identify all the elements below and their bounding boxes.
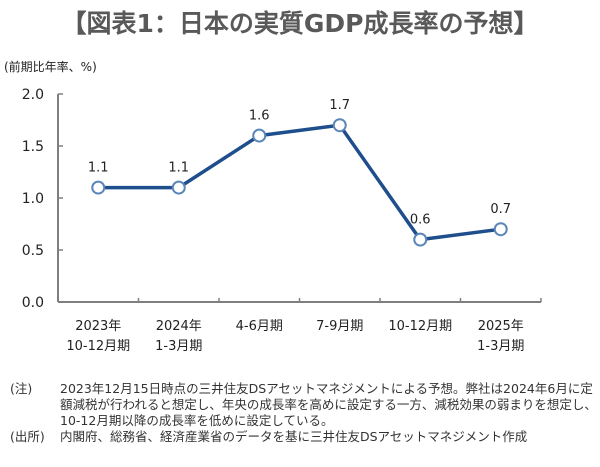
note-text: 2023年12月15日時点の三井住友DSアセットマネジメントによる予想。弊社は2…	[60, 381, 597, 428]
data-point-marker	[332, 118, 347, 133]
data-point-marker	[171, 180, 186, 195]
data-label: 1.1	[88, 161, 109, 176]
data-point-marker	[91, 180, 106, 195]
y-tick-label: 1.0	[22, 191, 44, 207]
line-chart: 0.0 0.5 1.0 1.5 2.0 2023年 10-12月期 2024年 1-3月期 4-…	[22, 87, 542, 354]
x-tick-label: 1-3月期	[155, 339, 202, 354]
data-label: 1.6	[249, 109, 270, 124]
y-tick-label: 1.5	[22, 139, 44, 155]
source-row: (出所) 内閣府、総務省、経済産業省のデータを基に三井住友DSアセットマネジメン…	[10, 429, 600, 445]
data-label: 1.7	[329, 98, 350, 113]
x-tick-label: 2023年	[75, 319, 121, 334]
data-label: 0.6	[410, 213, 431, 228]
x-tick-labels: 2023年 10-12月期 2024年 1-3月期 4-6月期 7-9月期 10-12月期 2…	[66, 319, 524, 354]
data-point-marker	[493, 222, 508, 237]
source-text: 内閣府、総務省、経済産業省のデータを基に三井住友DSアセットマネジメント作成	[60, 429, 528, 444]
x-tick-label: 10-12月期	[388, 319, 452, 334]
series-line	[98, 123, 501, 242]
data-point-marker	[413, 232, 428, 247]
y-tick-label: 0.0	[22, 295, 44, 311]
x-tick-label: 1-3月期	[477, 339, 524, 354]
y-axis-unit-label: (前期比年率、%)	[4, 60, 97, 74]
data-label: 0.7	[490, 202, 511, 217]
data-labels: 1.1 1.1 1.6 1.7 0.6 0.7	[88, 98, 511, 227]
note-row: (注) 2023年12月15日時点の三井住友DSアセットマネジメントによる予想。…	[10, 381, 600, 429]
data-point-marker	[252, 128, 267, 143]
x-tick-label: 2024年	[156, 319, 202, 334]
note-tag: (注)	[10, 381, 33, 396]
series-gdp-growth	[91, 118, 508, 247]
chart-title: 【図表1：日本の実質GDP成長率の予想】	[61, 9, 539, 38]
source-tag: (出所)	[10, 429, 45, 444]
y-tick-label: 0.5	[22, 243, 44, 259]
y-tick-label: 2.0	[22, 87, 44, 103]
y-tick-labels: 0.0 0.5 1.0 1.5 2.0	[22, 87, 44, 311]
x-tick-label: 2025年	[478, 319, 524, 334]
axes	[57, 93, 542, 303]
data-label: 1.1	[168, 161, 189, 176]
footnotes: (注) 2023年12月15日時点の三井住友DSアセットマネジメントによる予想。…	[10, 381, 600, 445]
x-tick-label: 7-9月期	[316, 319, 363, 334]
x-tick-label: 4-6月期	[236, 319, 283, 334]
x-tick-label: 10-12月期	[66, 339, 130, 354]
